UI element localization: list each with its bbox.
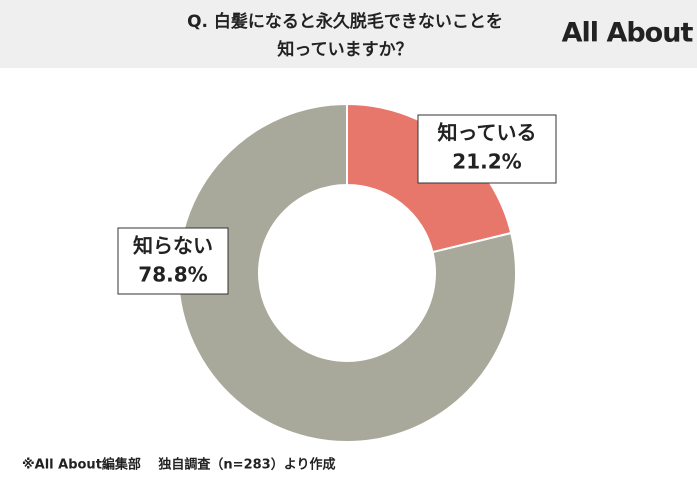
label-box [417,114,557,184]
donut-slice [177,102,517,443]
value-label: 78.8% [138,263,207,287]
slice-label: 知っている [438,121,537,145]
chart-title: Q. 白髪になると永久脱毛できないことを [187,11,503,32]
logo: All About [562,18,694,49]
source-note: ※All About編集部 独自調査（n=283）より作成 [22,457,335,473]
header-band [0,0,697,68]
value-label: 21.2% [452,150,521,174]
slice-label: 知らない [133,234,213,258]
label-box [117,227,229,295]
chart-title: 知っていますか？ [276,39,412,60]
